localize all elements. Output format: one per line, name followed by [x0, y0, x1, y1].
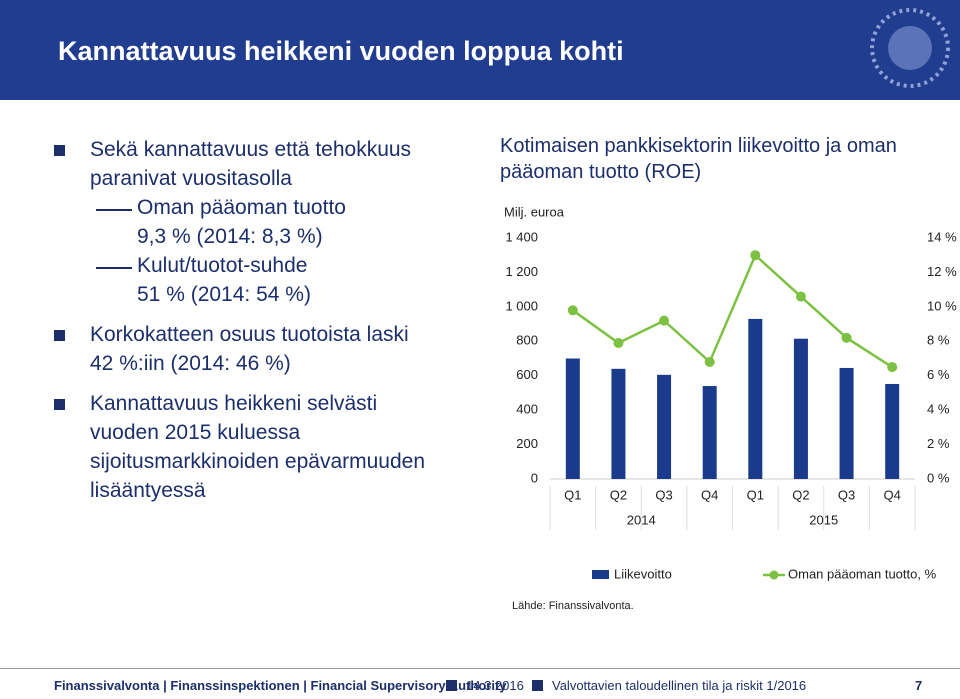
bullet-text: Kannattavuus heikkeni selvästi	[90, 392, 378, 415]
source: Lähde: Finanssivalvonta.	[512, 600, 634, 612]
bullet-text: vuoden 2015 kuluessa	[90, 421, 301, 444]
footer-org: Finanssivalvonta | Finanssinspektionen |…	[54, 678, 507, 693]
line-point	[841, 332, 852, 343]
y-axis-label: Milj. euroa	[504, 204, 565, 219]
line-point	[613, 338, 624, 349]
y-tick-label: 1 000	[505, 298, 538, 313]
group-label: 2015	[809, 512, 838, 527]
y2-tick-label: 4 %	[927, 402, 950, 417]
group-label: 2014	[627, 512, 656, 527]
logo	[870, 8, 950, 88]
legend-swatch	[592, 570, 609, 579]
line-point	[887, 362, 898, 373]
x-tick-label: Q4	[884, 487, 901, 502]
bar	[885, 383, 900, 479]
line-point	[659, 315, 670, 326]
bar	[748, 318, 763, 479]
y-tick-label: 1 400	[505, 229, 538, 244]
bullet-text: Korkokatteen osuus tuotoista laski	[90, 323, 409, 346]
footer-date: 14.3.2016	[466, 678, 524, 693]
sub-bullet-text: Oman pääoman tuotto	[137, 196, 346, 219]
bullet-marker	[54, 145, 65, 156]
page-number: 7	[915, 678, 923, 693]
x-tick-label: Q4	[701, 487, 718, 502]
footer-marker	[532, 680, 543, 691]
y2-tick-label: 10 %	[927, 298, 957, 313]
bullet-text: sijoitusmarkkinoiden epävarmuuden	[90, 450, 426, 473]
x-tick-label: Q2	[610, 487, 627, 502]
y2-tick-label: 8 %	[927, 333, 950, 348]
footer-rule	[0, 668, 960, 669]
y-tick-label: 400	[516, 402, 538, 417]
x-tick-label: Q2	[792, 487, 809, 502]
x-tick-label: Q3	[838, 487, 855, 502]
y-tick-label: 600	[516, 367, 538, 382]
slide-title: Kannattavuus heikkeni vuoden loppua koht…	[58, 36, 624, 66]
y-tick-label: 800	[516, 333, 538, 348]
y2-tick-label: 6 %	[927, 367, 950, 382]
footer-report: Valvottavien taloudellinen tila ja riski…	[552, 678, 807, 693]
line-point	[704, 356, 715, 367]
x-tick-label: Q1	[747, 487, 764, 502]
sub-bullet-text: Kulut/tuotot-suhde	[137, 254, 308, 277]
footer-marker	[446, 680, 457, 691]
sub-bullet-marker	[96, 209, 132, 211]
sub-bullet-text: 51 % (2014: 54 %)	[137, 283, 311, 306]
line	[572, 253, 893, 369]
bullet-text: paranivat vuositasolla	[90, 167, 292, 190]
y2-tick-label: 2 %	[927, 436, 950, 451]
bar	[793, 338, 808, 479]
y2-tick-label: 0 %	[927, 470, 950, 485]
header: Kannattavuus heikkeni vuoden loppua koht…	[0, 0, 960, 100]
y-tick-label: 200	[516, 436, 538, 451]
bullet-marker	[54, 399, 65, 410]
y2-tick-label: 14 %	[927, 229, 957, 244]
x-tick-label: Q1	[564, 487, 581, 502]
line-point	[750, 250, 761, 261]
line-point	[567, 305, 578, 316]
x-tick-label: Q3	[655, 487, 672, 502]
legend-swatch	[769, 570, 779, 580]
y-tick-label: 0	[531, 470, 538, 485]
bullet-text: 42 %:iin (2014: 46 %)	[90, 352, 291, 375]
y-tick-label: 1 200	[505, 264, 538, 279]
bullet-text: Sekä kannattavuus että tehokkuus	[90, 138, 412, 161]
bar	[611, 368, 626, 479]
sub-bullet-text: 9,3 % (2014: 8,3 %)	[137, 225, 323, 248]
bullet-marker	[54, 330, 65, 341]
line-point	[795, 291, 806, 302]
legend-label: Oman pääoman tuotto, %	[788, 566, 937, 581]
bar	[702, 386, 717, 479]
sub-bullet-marker	[96, 267, 132, 269]
bullet-text: lisääntyessä	[90, 479, 206, 502]
bar	[839, 367, 854, 479]
bar	[657, 374, 672, 479]
bar	[565, 358, 580, 479]
legend-label: Liikevoitto	[614, 566, 672, 581]
chart-title: Kotimaisen pankkisektorin liikevoitto ja…	[500, 135, 897, 183]
y2-tick-label: 12 %	[927, 264, 957, 279]
